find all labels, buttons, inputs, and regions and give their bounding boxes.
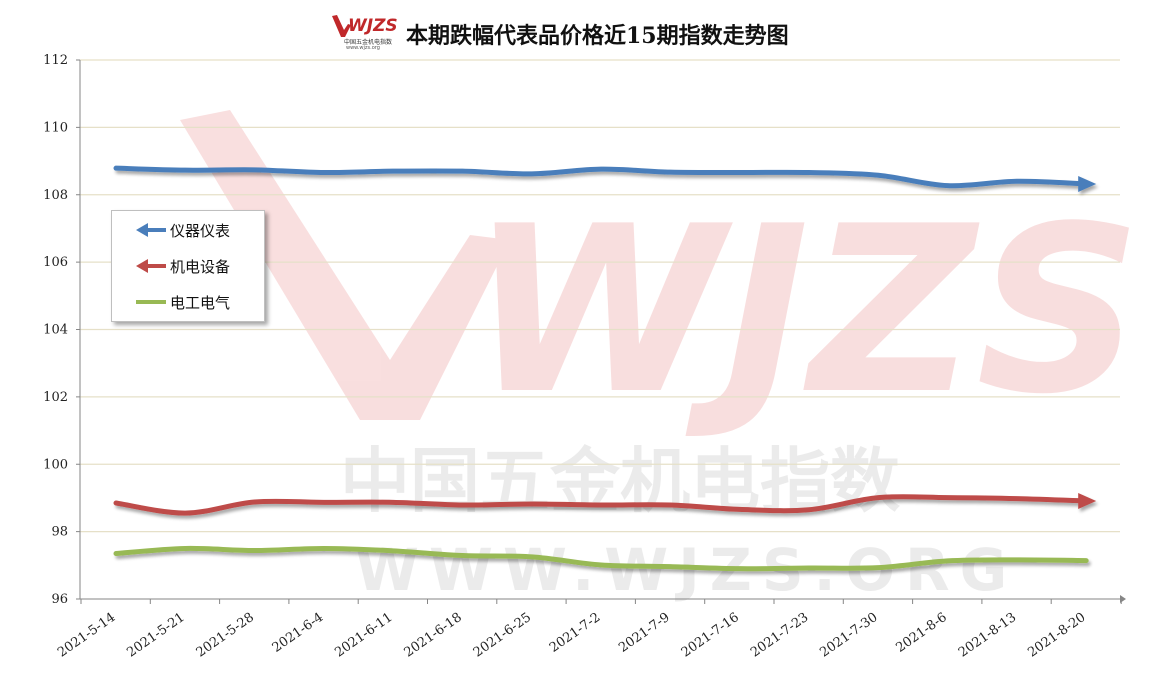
series-end-arrow-icon [1078, 175, 1097, 192]
logo-text: WJZS [348, 16, 398, 36]
y-tick-label: 104 [43, 323, 68, 338]
y-tick-label: 112 [43, 53, 68, 68]
y-tick-label: 96 [51, 592, 68, 607]
series-1 [113, 165, 1097, 192]
watermark-check-icon [180, 110, 510, 420]
legend-item-3: 电工电气 [112, 292, 230, 312]
x-tick-label: 2021-7-2 [547, 610, 603, 656]
watermark-url-text: WWW.WJZS.ORG [355, 536, 1017, 604]
series-lines [113, 165, 1097, 572]
series-line-3 [113, 545, 1089, 572]
y-tick-label: 100 [43, 457, 68, 472]
legend-marker-1 [136, 223, 166, 237]
y-tick-label: 108 [43, 188, 68, 203]
series-2 [113, 492, 1097, 516]
y-tick-label: 110 [43, 120, 68, 135]
x-tick-label: 2021-8-20 [1025, 610, 1088, 661]
x-tick-label: 2021-7-9 [616, 610, 672, 656]
x-tick-label: 2021-8-6 [893, 610, 949, 656]
legend: 仪器仪表 机电设备 电工电气 [111, 210, 265, 322]
logo-url: www.wjzs.org [346, 45, 380, 51]
y-tick-label: 106 [43, 255, 68, 270]
series-line-1 [113, 165, 1089, 189]
legend-label-2: 机电设备 [170, 257, 231, 276]
x-tick-label: 2021-7-23 [748, 610, 811, 661]
x-tick-label: 2021-5-28 [194, 610, 257, 661]
legend-label-3: 电工电气 [170, 293, 231, 312]
chart-header: WJZS 中国五金机电指数 www.wjzs.org 本期跌幅代表品价格近15期… [330, 12, 789, 56]
x-tick-label: 2021-5-21 [124, 610, 187, 661]
x-tick-label: 2021-5-14 [55, 610, 118, 661]
x-tick-label: 2021-6-18 [402, 610, 465, 661]
x-tick-label: 2021-7-16 [679, 610, 742, 661]
legend-item-1: 仪器仪表 [112, 220, 230, 240]
legend-marker-3 [136, 300, 166, 304]
x-tick-labels: 2021-5-14 2021-5-21 2021-5-28 2021-6-4 2021-… [55, 610, 1088, 661]
x-tick-label: 2021-6-11 [332, 610, 395, 661]
legend-marker-2 [136, 259, 166, 273]
x-tick-label: 2021-7-30 [817, 610, 880, 661]
series-line-2 [113, 494, 1089, 516]
x-tick-label: 2021-8-13 [956, 610, 1019, 661]
x-tick-label: 2021-6-4 [270, 610, 326, 656]
axes [76, 59, 1126, 604]
logo-check-icon [332, 15, 351, 37]
logo-subtitle: 中国五金机电指数 [344, 39, 393, 46]
legend-item-2: 机电设备 [112, 256, 230, 276]
watermark-logo-text: WJZS [470, 178, 1142, 445]
chart-title: 本期跌幅代表品价格近15期指数走势图 [406, 23, 789, 49]
watermark: WJZS 中国五金机电指数 WWW.WJZS.ORG [180, 110, 1142, 604]
x-tick-label: 2021-6-25 [471, 610, 534, 661]
y-tick-label: 102 [43, 390, 68, 405]
series-end-arrow-icon [1078, 492, 1097, 509]
legend-label-1: 仪器仪表 [170, 221, 231, 240]
y-tick-labels: 96 98 100 102 104 106 108 110 112 [43, 53, 68, 607]
y-tick-label: 98 [51, 525, 68, 540]
series-3 [113, 545, 1089, 572]
wjzs-logo: WJZS 中国五金机电指数 www.wjzs.org [330, 12, 398, 56]
